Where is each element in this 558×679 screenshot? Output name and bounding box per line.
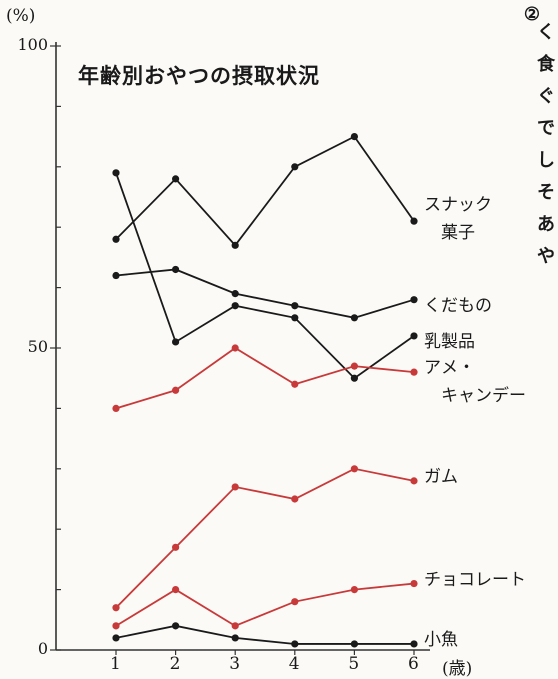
data-point	[231, 634, 239, 642]
data-point	[291, 380, 299, 388]
data-point	[410, 217, 418, 225]
data-point	[410, 579, 418, 588]
data-point	[231, 344, 239, 352]
data-point	[291, 640, 299, 648]
series-label: 小魚	[424, 629, 458, 650]
series-label: ガム	[424, 466, 458, 487]
side-text-char: 食	[537, 54, 555, 75]
x-tick-label: 1	[110, 654, 121, 674]
y-axis-unit-label: (%)	[6, 6, 36, 26]
data-point	[172, 175, 180, 183]
x-tick-label: 2	[169, 654, 181, 674]
data-point	[350, 374, 358, 382]
series-line	[115, 346, 415, 410]
side-text-char: し	[537, 150, 555, 171]
series-line	[115, 467, 415, 609]
series-line	[115, 135, 415, 247]
data-point	[231, 302, 239, 310]
series-label: チョコレート	[424, 569, 526, 590]
data-point	[172, 338, 180, 346]
side-text-char: く	[537, 22, 555, 43]
data-point	[172, 265, 180, 274]
data-point	[112, 169, 120, 177]
series-label: アメ・ キャンデー	[424, 358, 526, 407]
data-point	[410, 477, 418, 485]
data-point	[410, 332, 418, 340]
data-point	[291, 314, 299, 322]
data-point	[231, 622, 239, 630]
data-point	[350, 133, 358, 141]
data-point	[112, 235, 120, 243]
data-point	[231, 290, 239, 298]
side-text-char: や	[537, 246, 555, 267]
series-line	[115, 624, 414, 645]
side-text-char: で	[537, 118, 555, 139]
data-point	[410, 368, 418, 376]
data-point	[112, 271, 120, 280]
series-label: 乳製品	[424, 331, 475, 352]
data-point	[291, 598, 299, 606]
data-point	[231, 483, 239, 491]
side-text-char: ②	[523, 4, 541, 25]
data-point	[172, 386, 180, 394]
data-point	[350, 640, 358, 648]
data-point	[350, 586, 358, 594]
data-point	[291, 302, 299, 310]
data-point	[291, 495, 299, 503]
data-point	[112, 404, 120, 412]
x-tick-label: 3	[229, 654, 241, 674]
data-point	[172, 543, 180, 551]
series-line	[115, 582, 415, 627]
x-tick-label: 6	[408, 654, 419, 674]
x-tick-label: 4	[288, 654, 300, 674]
side-text-char: あ	[537, 214, 555, 235]
data-point	[410, 296, 418, 304]
chart-title: 年齢別おやつの摂取状況	[78, 64, 320, 88]
series-line	[115, 268, 415, 319]
data-point	[112, 604, 120, 612]
y-tick-label: 100	[17, 35, 48, 54]
data-point	[112, 634, 120, 642]
x-tick-label: 5	[348, 654, 360, 674]
series-label: スナック 菓子	[424, 195, 492, 244]
data-point	[172, 586, 180, 594]
data-point	[172, 622, 180, 630]
side-text-char: そ	[537, 182, 555, 203]
data-point	[231, 241, 239, 249]
data-point	[350, 314, 358, 322]
y-tick-label: 50	[27, 337, 48, 356]
data-point	[350, 362, 358, 370]
side-text-char: ぐ	[537, 86, 555, 107]
data-point	[291, 163, 299, 171]
series-line	[115, 172, 415, 380]
y-tick-label: 0	[37, 639, 48, 658]
data-point	[410, 640, 418, 648]
data-point	[350, 465, 358, 473]
data-point	[112, 622, 120, 630]
x-axis-unit-label: (歳)	[442, 659, 473, 679]
series-label: くだもの	[424, 295, 492, 316]
